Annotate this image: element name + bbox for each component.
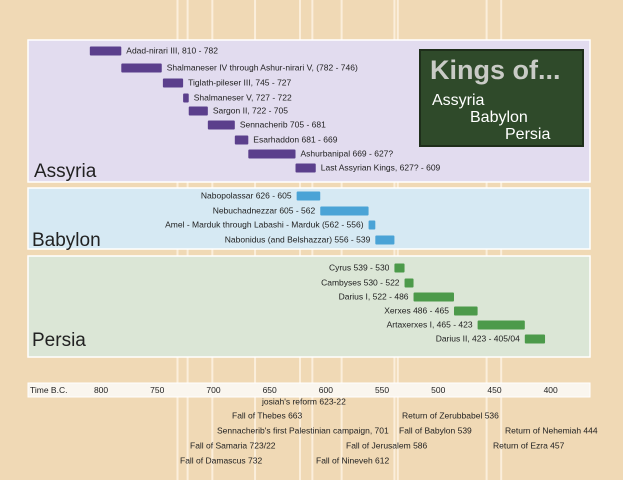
bar-label: Adad-nirari III, 810 - 782	[126, 45, 218, 55]
bar	[162, 78, 184, 88]
bar-label: Nabonidus (and Belshazzar) 556 - 539	[225, 234, 371, 244]
bar-label: Darius I, 522 - 486	[339, 291, 409, 301]
x-tick-label: 400	[544, 385, 558, 395]
x-axis-label: Time B.C.	[30, 385, 67, 395]
bar	[477, 320, 525, 330]
bar-label: Nabopolassar 626 - 605	[201, 190, 292, 200]
bar-label: Ashurbanipal 669 - 627?	[301, 148, 394, 158]
x-tick-label: 700	[206, 385, 220, 395]
bar-label: Amel - Marduk through Labashi - Marduk (…	[165, 219, 364, 229]
event-label: Return of Zerubbabel 536	[402, 410, 499, 420]
bar-label: Sennacherib 705 - 681	[240, 119, 326, 129]
x-tick-label: 500	[431, 385, 445, 395]
event-label: Fall of Thebes 663	[232, 410, 303, 420]
bar	[413, 292, 454, 302]
bar-label: Esarhaddon 681 - 669	[253, 134, 337, 144]
group-label: Persia	[32, 330, 86, 351]
bar	[296, 191, 321, 201]
chart-title: Kings of...	[430, 55, 561, 85]
bar-label: Darius II, 423 - 405/04	[436, 333, 520, 343]
event-label: Fall of Damascus 732	[180, 455, 262, 465]
x-tick-label: 550	[375, 385, 389, 395]
bar	[234, 135, 249, 145]
bar-label: Nebuchadnezzar 605 - 562	[213, 205, 316, 215]
plot: 800 750 700 650 600 550 500 450 400 Assyria Adad-n…	[32, 45, 598, 465]
x-tick-label: 600	[319, 385, 333, 395]
bar	[394, 263, 405, 273]
bar	[524, 334, 546, 344]
time-axis	[27, 382, 591, 398]
bar	[404, 278, 414, 288]
bar-label: Cyrus 539 - 530	[329, 262, 390, 272]
bar-label: Cambyses 530 - 522	[321, 277, 400, 287]
event-label: Return of Nehemiah 444	[505, 425, 598, 435]
bar	[248, 149, 296, 159]
x-tick-label: 450	[487, 385, 501, 395]
event-label: Fall of Nineveh 612	[316, 455, 390, 465]
event-label: josiah's reform 623-22	[261, 396, 346, 406]
x-tick-label: 800	[94, 385, 108, 395]
bar	[453, 306, 478, 316]
event-label: Fall of Babylon 539	[399, 425, 472, 435]
event-label: Return of Ezra 457	[493, 440, 565, 450]
group-label: Babylon	[32, 230, 101, 251]
title-line: Babylon	[470, 109, 528, 126]
bar-label: Sargon II, 722 - 705	[213, 105, 288, 115]
bar-label: Shalmaneser IV through Ashur-nirari V, (…	[167, 62, 358, 72]
bar	[295, 163, 316, 173]
bar	[207, 120, 235, 130]
bar	[183, 93, 189, 103]
group-label: Assyria	[34, 161, 97, 182]
bar-label: Tiglath-pileser III, 745 - 727	[188, 77, 291, 87]
bar-label: Last Assyrian Kings, 627? - 609	[321, 162, 441, 172]
bar-label: Xerxes 486 - 465	[384, 305, 449, 315]
title-line: Persia	[505, 126, 550, 143]
bar	[368, 220, 376, 230]
event-label: Fall of Jerusalem 586	[346, 440, 428, 450]
x-tick-label: 650	[263, 385, 277, 395]
event-label: Fall of Samaria 723/22	[190, 440, 276, 450]
x-tick-label: 750	[150, 385, 164, 395]
bar	[320, 206, 369, 216]
bar	[89, 46, 122, 56]
bar	[121, 63, 162, 73]
title-line: Assyria	[432, 92, 485, 109]
bar-label: Shalmaneser V, 727 - 722	[194, 92, 292, 102]
bar	[375, 235, 395, 245]
title-box	[419, 49, 584, 147]
event-label: Sennacherib's first Palestinian campaign…	[217, 425, 389, 435]
persia-panel	[27, 255, 591, 358]
bar-label: Artaxerxes I, 465 - 423	[387, 319, 473, 329]
bar	[188, 106, 208, 116]
